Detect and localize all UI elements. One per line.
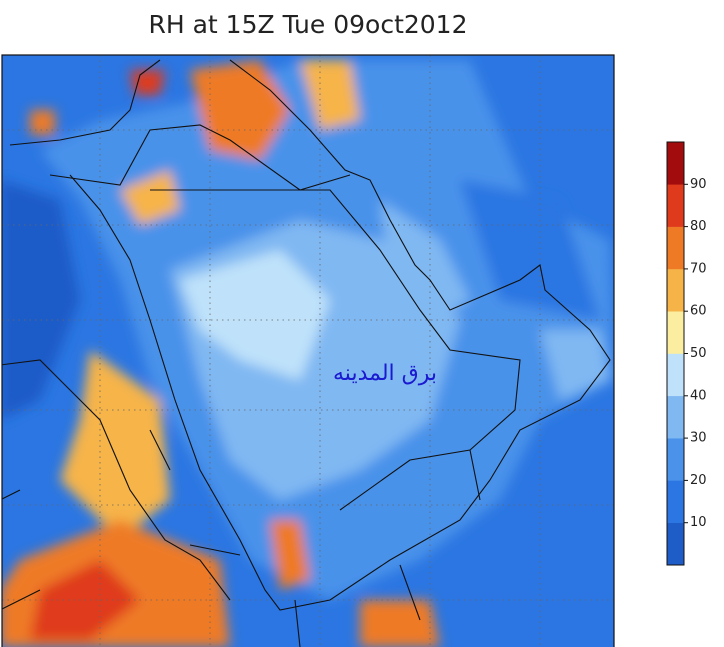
colorbar-segment: [667, 142, 684, 185]
watermark: برق المدينه: [333, 361, 437, 386]
colorbar-segment: [667, 480, 684, 523]
map: برق المدينه: [2, 55, 614, 647]
map-title: RH at 15Z Tue 09oct2012: [149, 10, 468, 39]
colorbar-tick-label: 50: [690, 346, 707, 361]
colorbar-segment: [667, 438, 684, 481]
colorbar-segment: [667, 184, 684, 227]
colorbar-segment: [667, 522, 684, 566]
colorbar-segment: [667, 311, 684, 354]
coastlines: [2, 59, 611, 647]
colorbar-tick-label: 80: [690, 219, 707, 234]
colorbar-tick-label: 10: [690, 515, 707, 530]
colorbar-segment: [667, 353, 684, 397]
colorbar: 10 20 30 40 50 60 70 80 90: [666, 141, 707, 566]
colorbar-segment: [667, 226, 684, 270]
map-frame: [1, 54, 615, 647]
colorbar-tick-label: 90: [690, 177, 707, 192]
colorbar-tick-label: 70: [690, 261, 707, 276]
colorbar-tick-label: 60: [690, 304, 707, 319]
colorbar-segment: [667, 268, 684, 312]
colorbar-tick-label: 20: [690, 473, 707, 488]
colorbar-tick-label: 30: [690, 431, 707, 446]
colorbar-tick-label: 40: [690, 388, 707, 403]
colorbar-segment: [667, 395, 684, 439]
